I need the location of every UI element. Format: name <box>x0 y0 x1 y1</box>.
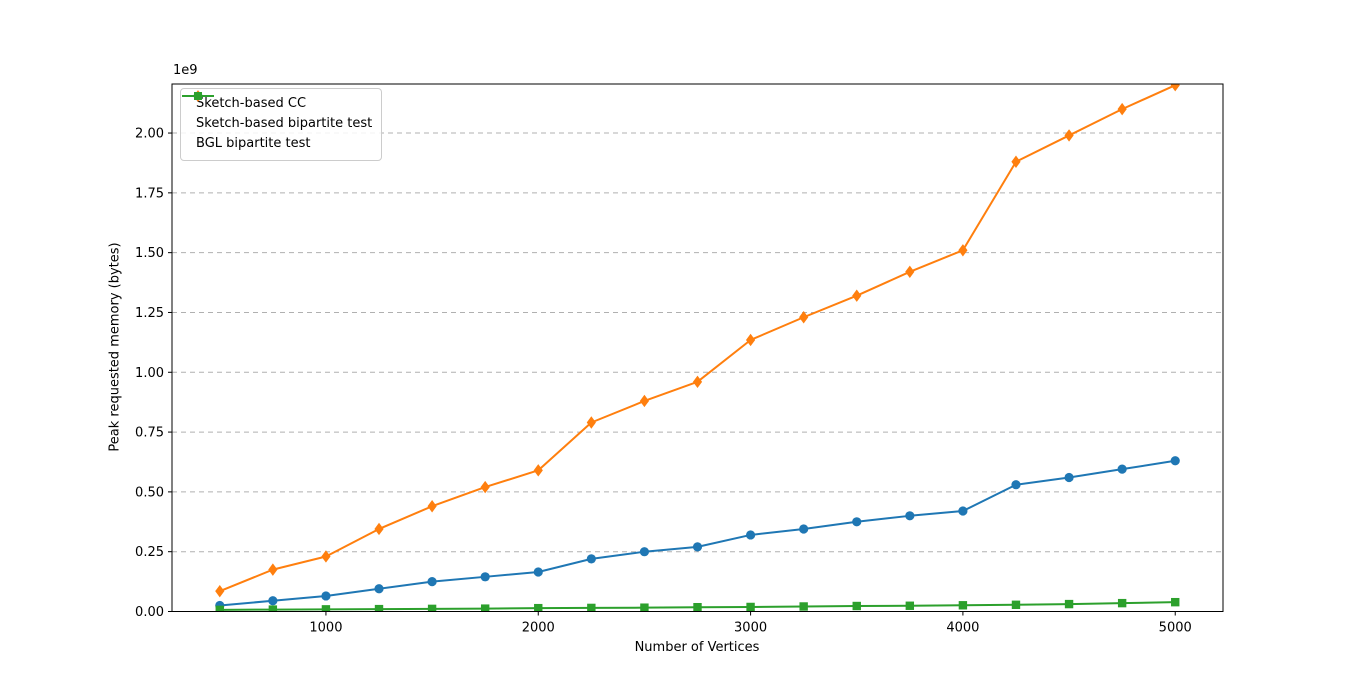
legend-label: BGL bipartite test <box>196 136 311 151</box>
marker-circle <box>1170 456 1180 466</box>
marker-diamond <box>268 563 278 576</box>
marker-square <box>268 605 278 612</box>
marker-square <box>905 601 915 610</box>
marker-circle <box>427 576 437 587</box>
marker-diamond <box>958 244 968 257</box>
marker-square <box>321 605 331 612</box>
marker-square <box>640 603 649 612</box>
legend-entry: BGL bipartite test <box>182 92 372 154</box>
marker-diamond <box>480 480 490 494</box>
y-tick-label: 0.00 <box>135 605 164 620</box>
marker-diamond <box>374 522 384 536</box>
legend-label: Sketch-based CC <box>196 96 307 111</box>
marker-circle <box>480 572 490 582</box>
marker-square <box>534 603 543 612</box>
marker-circle <box>321 591 331 601</box>
x-tick-label: 1000 <box>309 621 342 636</box>
legend-entry: Sketch-based CC <box>182 91 372 114</box>
marker-square <box>1117 598 1127 608</box>
y-tick-label: 0.25 <box>135 545 164 560</box>
marker-diamond <box>799 311 809 324</box>
marker-circle <box>1011 480 1021 490</box>
marker-circle <box>958 506 968 516</box>
marker-circle <box>586 554 596 564</box>
marker-square <box>480 604 490 612</box>
marker-diamond <box>1011 155 1021 168</box>
marker-diamond <box>905 265 915 278</box>
marker-diamond <box>586 416 596 429</box>
marker-circle <box>905 511 915 521</box>
axes-box <box>171 83 1224 612</box>
marker-diamond <box>215 584 225 598</box>
y-tick-label: 1.00 <box>135 366 164 381</box>
y-tick-label: 0.75 <box>135 426 164 441</box>
y-tick-label: 1.25 <box>135 306 164 321</box>
x-tick-label: 5000 <box>1159 621 1192 636</box>
marker-diamond <box>1117 102 1127 116</box>
marker-diamond <box>639 394 650 408</box>
marker-circle <box>1117 464 1127 474</box>
marker-square <box>194 92 202 100</box>
marker-square <box>693 602 702 612</box>
marker-square <box>427 604 437 612</box>
legend-label: Sketch-based bipartite test <box>196 116 373 131</box>
marker-square <box>1011 600 1021 610</box>
marker-diamond <box>1170 84 1180 92</box>
marker-square <box>958 601 968 610</box>
x-tick-label: 3000 <box>734 621 767 636</box>
x-tick-label: 4000 <box>946 621 979 636</box>
marker-diamond <box>745 333 756 347</box>
y-tick-label: 2.00 <box>135 127 164 142</box>
marker-square <box>215 605 224 612</box>
marker-diamond <box>1064 129 1074 142</box>
y-tick-label: 0.50 <box>135 485 164 500</box>
y-axis-offset-text: 1e9 <box>173 63 198 78</box>
marker-circle <box>852 517 862 527</box>
marker-square <box>587 603 596 612</box>
series-line-sketch-based-bipartite-test <box>219 84 1176 593</box>
legend-entry: Sketch-based bipartite test <box>182 90 373 134</box>
marker-diamond <box>533 464 543 477</box>
marker-circle <box>1064 472 1074 483</box>
legend: Sketch-based CC Sketch-based bipartite te… <box>180 88 383 161</box>
marker-square <box>852 601 861 611</box>
y-tick-label: 1.75 <box>135 186 164 201</box>
marker-square <box>746 602 755 612</box>
marker-diamond <box>692 375 703 389</box>
legend-swatch-square-icon <box>182 92 214 100</box>
y-axis-label: Peak requested memory (bytes) <box>107 242 123 452</box>
marker-diamond <box>321 550 331 563</box>
marker-circle <box>745 530 756 540</box>
y-tick-label: 1.50 <box>135 246 164 261</box>
x-axis-label: Number of Vertices <box>634 640 760 655</box>
plot-series-group <box>215 84 1180 612</box>
marker-circle <box>692 542 703 552</box>
marker-square <box>1064 599 1074 609</box>
marker-square <box>374 604 384 612</box>
marker-circle <box>374 584 384 594</box>
marker-circle <box>268 596 278 606</box>
marker-circle <box>639 547 650 557</box>
marker-circle <box>799 524 809 534</box>
series-line-sketch-based-cc <box>219 459 1176 607</box>
marker-circle <box>533 567 543 577</box>
marker-diamond <box>852 289 862 302</box>
x-tick-label: 2000 <box>522 621 555 636</box>
marker-square <box>1171 597 1180 607</box>
marker-diamond <box>427 500 437 513</box>
marker-square <box>799 602 808 611</box>
